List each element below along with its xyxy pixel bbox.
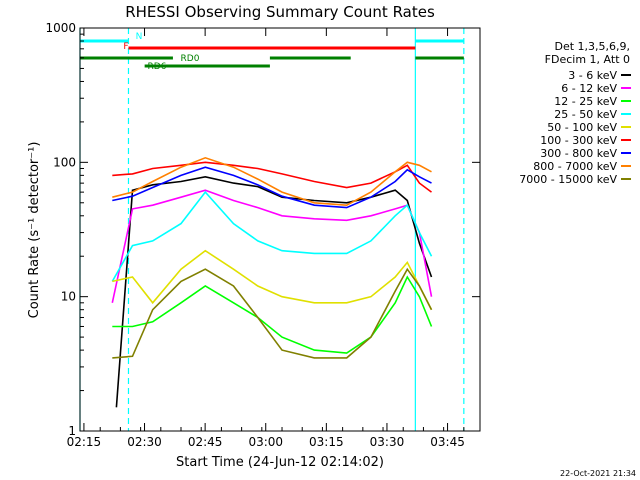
series-line-4 — [111, 190, 433, 282]
x-tick-label: 03:00 — [248, 435, 283, 449]
x-tick-label: 03:45 — [430, 435, 465, 449]
legend-label: 800 - 7000 keV — [533, 160, 617, 173]
y-tick-label: 100 — [53, 155, 76, 169]
x-tick-label: 03:30 — [370, 435, 405, 449]
legend-label: 50 - 100 keV — [547, 121, 617, 134]
legend-label: 25 - 50 keV — [554, 108, 617, 121]
y-axis: 1 10 100 1000 — [45, 21, 480, 438]
y-tick-label: 1 — [68, 424, 76, 438]
x-axis-label: Start Time (24-Jun-12 02:14:02) — [176, 455, 384, 470]
flag-label-n: N — [136, 32, 143, 42]
series-line-7 — [112, 166, 432, 209]
series-line-8 — [112, 156, 432, 207]
series-line-5 — [112, 249, 433, 311]
flag-label-rd0: RD0 — [181, 54, 200, 64]
footer-date: 22-Oct-2021 21:34 — [560, 469, 636, 478]
x-tick-label: 02:45 — [188, 435, 223, 449]
legend-label: 300 - 800 keV — [540, 147, 617, 160]
y-axis-label: Count Rate (s⁻¹ detector⁻¹) — [27, 142, 42, 319]
series-line-3 — [112, 275, 433, 354]
flag-label-f: F — [123, 42, 128, 52]
x-tick-label: 02:15 — [67, 435, 102, 449]
legend-label: 6 - 12 keV — [561, 82, 617, 95]
legend-header-line-2: FDecim 1, Att 0 — [545, 53, 630, 66]
plot-frame — [79, 27, 481, 432]
x-tick-label: 02:30 — [127, 435, 162, 449]
series-line-6 — [112, 161, 432, 193]
chart-title: RHESSI Observing Summary Count Rates — [125, 3, 435, 21]
legend-label: 12 - 25 keV — [554, 95, 617, 108]
legend-label: 100 - 300 keV — [540, 134, 617, 147]
series-line-9 — [112, 267, 433, 359]
y-tick-label: 10 — [61, 290, 76, 304]
series-line-2 — [111, 189, 433, 303]
flag-label-rd6: RD6 — [148, 62, 167, 72]
y-tick-label: 1000 — [45, 21, 76, 35]
x-tick-label: 03:15 — [309, 435, 344, 449]
legend-label: 3 - 6 keV — [568, 69, 617, 82]
legend: Det 1,3,5,6,9, FDecim 1, Att 0 3 - 6 keV… — [519, 40, 631, 186]
plot-area: NF RD0 RD6 — [79, 28, 465, 431]
legend-label: 7000 - 15000 keV — [519, 173, 617, 186]
legend-header-line-1: Det 1,3,5,6,9, — [554, 40, 630, 53]
x-axis: 02:15 02:30 02:45 03:00 03:15 03:30 03:45 — [67, 28, 465, 449]
